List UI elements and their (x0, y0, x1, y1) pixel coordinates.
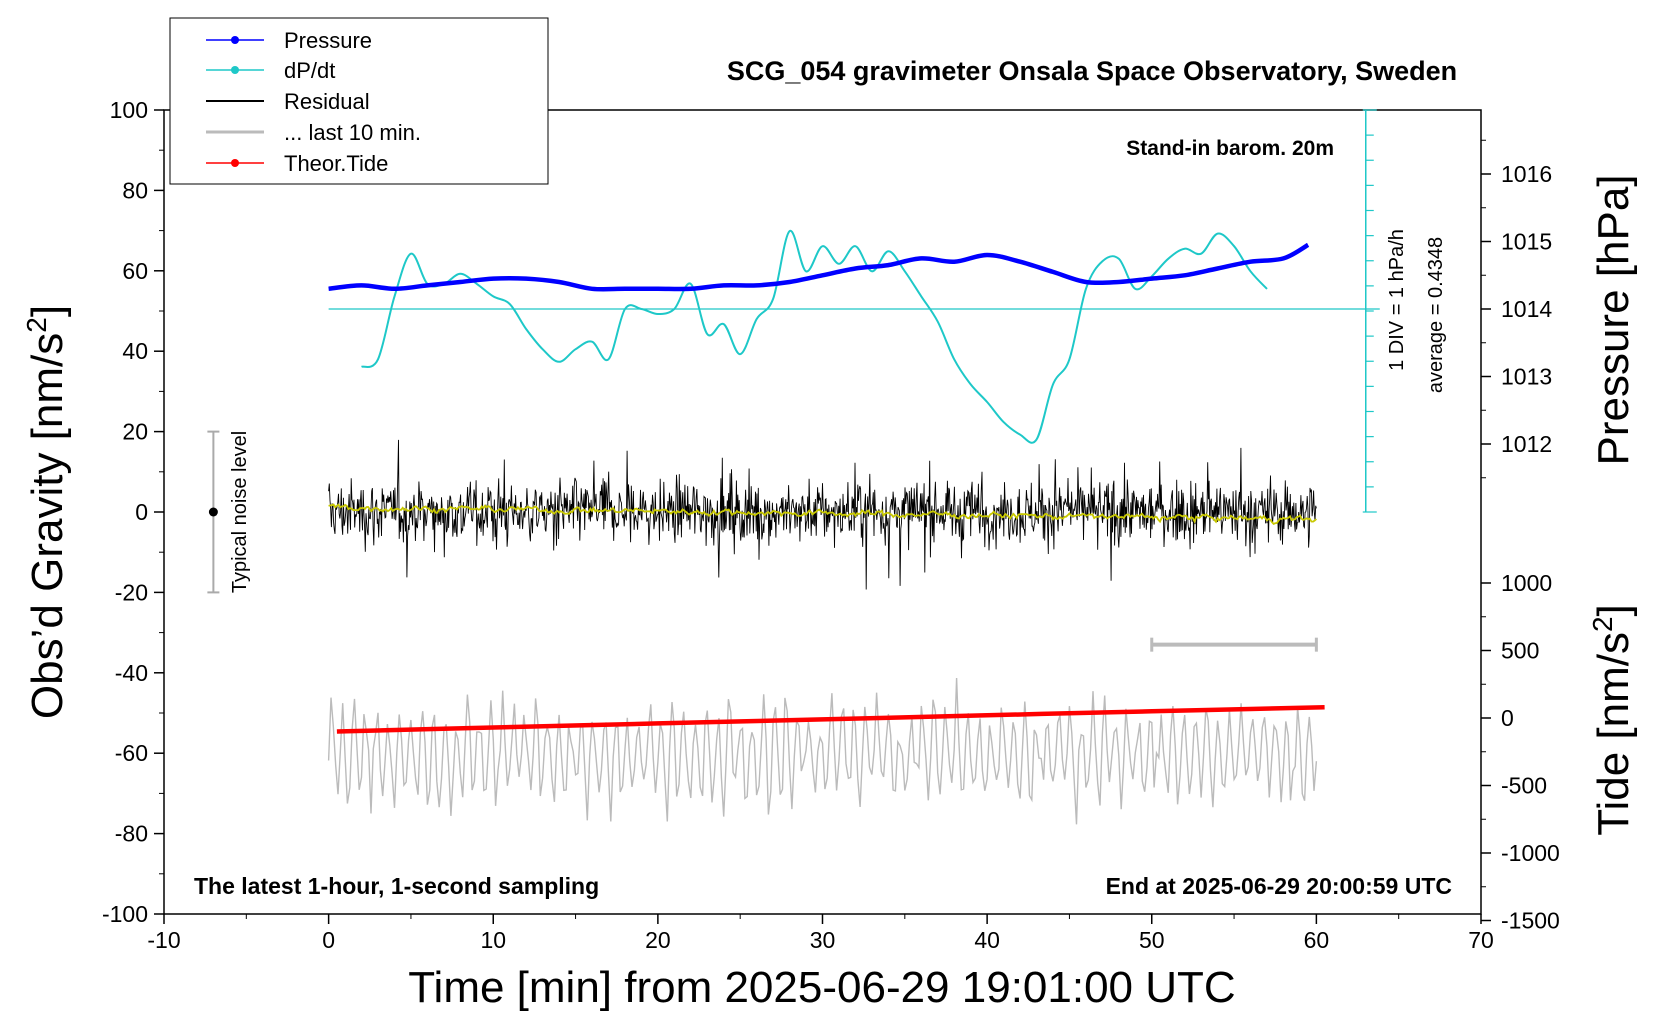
legend-item-residual: Residual (206, 89, 370, 114)
x-tick-label: 30 (810, 927, 836, 953)
y-tick-label: 100 (110, 97, 148, 123)
legend-label-dpdt: dP/dt (284, 58, 335, 83)
legend-label-tide: Theor.Tide (284, 151, 388, 176)
pressure-tick-label: 1014 (1501, 296, 1552, 322)
legend-label-last10: ... last 10 min. (284, 120, 421, 145)
scale-annotation: 1 DIV = 1 hPa/h (1386, 229, 1408, 371)
y-axis-label-gravity: Obs’d Gravity [nm/s2] (21, 305, 72, 719)
x-tick-label: 40 (974, 927, 1000, 953)
tide-tick-label: 0 (1501, 705, 1514, 731)
y-tick-label: 80 (122, 177, 148, 203)
legend-item-tide: Theor.Tide (206, 151, 388, 176)
pressure-tick-label: 1016 (1501, 161, 1552, 187)
legend-label-residual: Residual (284, 89, 370, 114)
pressure-tick-label: 1013 (1501, 364, 1552, 390)
y-tick-label: -20 (115, 579, 148, 605)
y-tick-label: 20 (122, 419, 148, 445)
noise-level-center (208, 507, 218, 517)
x-axis-label: Time [min] from 2025-06-29 19:01:00 UTC (408, 963, 1235, 1012)
legend-item-dpdt: dP/dt (206, 58, 335, 83)
legend: Pressure dP/dt Residual ... last 10 min.… (169, 17, 549, 185)
pressure-line (328, 242, 1310, 292)
sampling-annotation: The latest 1-hour, 1-second sampling (194, 873, 599, 899)
residual-line (328, 439, 1317, 590)
average-annotation: average = 0.4348 (1425, 237, 1447, 393)
x-tick-label: 0 (322, 927, 335, 953)
end-time-annotation: End at 2025-06-29 20:00:59 UTC (1106, 873, 1452, 899)
chart-title: SCG_054 gravimeter Onsala Space Observat… (727, 56, 1457, 86)
pressure-tick-label: 1012 (1501, 431, 1552, 457)
axis-layer: -10 0 10 20 30 40 50 60 70-100-80-60-40-20020406… (102, 97, 1560, 953)
tide-tick-label: 1000 (1501, 570, 1552, 596)
y-axis-label-tide: Tide [nm/s2] (1587, 604, 1638, 836)
legend-marker-tide (231, 159, 239, 167)
legend-label-pressure: Pressure (284, 28, 372, 53)
legend-item-pressure: Pressure (206, 28, 372, 53)
x-tick-label: 10 (480, 927, 506, 953)
y-axis-label-pressure: Pressure [hPa] (1589, 174, 1638, 465)
data-layer (207, 109, 1380, 825)
barometer-annotation: Stand-in barom. 20m (1126, 137, 1334, 160)
y-tick-label: -40 (115, 660, 148, 686)
tide-tick-label: -500 (1501, 773, 1547, 799)
x-tick-label: 50 (1139, 927, 1165, 953)
x-tick-label: 70 (1468, 927, 1494, 953)
y-tick-label: 60 (122, 258, 148, 284)
residual-smoothed-line (328, 503, 1317, 525)
tide-tick-label: 500 (1501, 638, 1539, 664)
noise-level-annotation: Typical noise level (229, 431, 251, 593)
dpdt-line (361, 230, 1268, 444)
y-tick-label: 40 (122, 338, 148, 364)
y-tick-label: -80 (115, 821, 148, 847)
x-tick-label: 60 (1304, 927, 1330, 953)
tide-tick-label: -1000 (1501, 840, 1560, 866)
last10-line (327, 677, 1318, 825)
legend-item-last10: ... last 10 min. (206, 120, 421, 145)
legend-marker-dpdt (231, 66, 239, 74)
x-tick-label: 20 (645, 927, 671, 953)
y-tick-label: 0 (135, 499, 148, 525)
x-tick-label: -10 (147, 927, 180, 953)
legend-marker-pressure (231, 36, 239, 44)
tide-line (336, 704, 1325, 734)
y-tick-label: -100 (102, 901, 148, 927)
pressure-tick-label: 1015 (1501, 229, 1552, 255)
y-tick-label: -60 (115, 740, 148, 766)
tide-tick-label: -1500 (1501, 908, 1560, 934)
